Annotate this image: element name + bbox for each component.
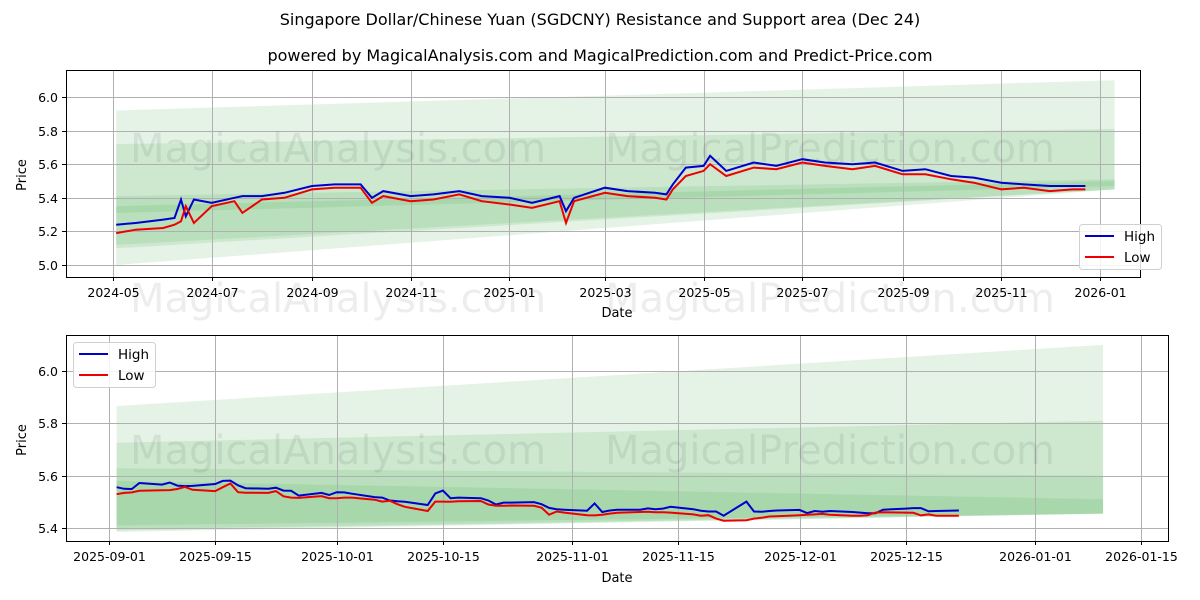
bottom-high-line — [116, 479, 959, 517]
bottom-y-axis-label: Price — [15, 424, 30, 456]
y-tick-label: 5.4 — [38, 521, 58, 536]
chart-title: Singapore Dollar/Chinese Yuan (SGDCNY) R… — [279, 10, 921, 29]
top-axes-frame — [66, 70, 1141, 278]
top-legend: High Low — [1079, 224, 1162, 270]
legend-low-label: Low — [1124, 250, 1151, 266]
y-tick-label: 5.4 — [38, 191, 58, 206]
x-tick-label: 2025-12-01 — [764, 549, 837, 564]
bottom-watermarks: MagicalAnalysis.com MagicalPrediction.co… — [130, 428, 1055, 474]
bottom-x-axis-label: Date — [601, 571, 632, 586]
top-x-axis-label: Date — [601, 306, 632, 321]
legend-high-label: High — [1124, 229, 1155, 245]
x-tick-label: 2025-09-01 — [73, 549, 146, 564]
x-tick-label: 2025-11 — [975, 285, 1027, 300]
watermark-prediction-2: MagicalPrediction.com — [605, 276, 1055, 322]
x-tick-label: 2025-03 — [579, 285, 631, 300]
x-tick-label: 2026-01-01 — [999, 549, 1072, 564]
watermark-analysis-3: MagicalAnalysis.com — [130, 428, 546, 474]
legend-high-label-2: High — [118, 347, 149, 363]
top-grid — [66, 70, 1140, 277]
forecast-band-core — [116, 480, 1104, 526]
y-tick-label: 5.6 — [38, 469, 58, 484]
watermark-analysis: MagicalAnalysis.com — [130, 126, 546, 172]
x-tick-label: 2025-07 — [776, 285, 828, 300]
watermark-prediction-3: MagicalPrediction.com — [605, 428, 1055, 474]
bottom-axes-frame — [66, 335, 1169, 542]
y-tick-label: 5.8 — [38, 416, 58, 431]
watermark-analysis-2: MagicalAnalysis.com — [130, 276, 546, 322]
x-tick-label: 2025-05 — [678, 285, 730, 300]
legend-low-label-2: Low — [118, 368, 145, 384]
forecast-band-outer — [116, 80, 1115, 265]
bottom-legend: High Low — [73, 342, 156, 388]
top-low-line — [116, 161, 1086, 235]
x-tick-label: 2025-09 — [877, 285, 929, 300]
x-tick-label: 2025-12-15 — [870, 549, 943, 564]
top-watermarks: MagicalAnalysis.com MagicalPrediction.co… — [130, 126, 1055, 322]
top-chart: MagicalAnalysis.com MagicalPrediction.co… — [15, 70, 1162, 322]
x-tick-label: 2025-09-15 — [179, 549, 252, 564]
forecast-band-middle — [116, 420, 1104, 531]
bottom-x-axis: 2025-09-01 2025-09-15 2025-10-01 2025-10-15… — [73, 541, 1178, 564]
x-tick-label: 2025-01 — [483, 285, 535, 300]
watermark-prediction: MagicalPrediction.com — [605, 126, 1055, 172]
y-tick-label: 6.0 — [38, 364, 58, 379]
bottom-chart: MagicalAnalysis.com MagicalPrediction.co… — [15, 335, 1178, 586]
y-tick-label: 5.8 — [38, 124, 58, 139]
bottom-y-axis: 5.4 5.6 5.8 6.0 — [38, 364, 66, 536]
forecast-band-core — [116, 181, 1115, 213]
top-forecast-bands — [116, 80, 1115, 265]
x-tick-label: 2024-11 — [385, 285, 437, 300]
x-tick-label: 2025-10-15 — [407, 549, 480, 564]
x-tick-label: 2025-10-01 — [301, 549, 374, 564]
y-tick-label: 5.0 — [38, 258, 58, 273]
chart-subtitle: powered by MagicalAnalysis.com and Magic… — [267, 46, 933, 65]
forecast-band-inner — [116, 468, 1104, 530]
bottom-forecast-bands — [116, 344, 1104, 532]
bottom-low-line — [116, 482, 959, 522]
x-tick-label: 2026-01-15 — [1105, 549, 1178, 564]
top-y-axis-label: Price — [15, 159, 30, 191]
x-tick-label: 2025-11-01 — [536, 549, 609, 564]
forecast-band-outer — [116, 344, 1104, 532]
x-tick-label: 2024-07 — [186, 285, 238, 300]
top-x-axis: 2024-05 2024-07 2024-09 2024-11 2025-01 2025-… — [87, 277, 1127, 300]
y-tick-label: 6.0 — [38, 90, 58, 105]
y-tick-label: 5.6 — [38, 157, 58, 172]
x-tick-label: 2024-09 — [286, 285, 338, 300]
x-tick-label: 2025-11-15 — [642, 549, 715, 564]
x-tick-label: 2026-01 — [1074, 285, 1126, 300]
top-y-axis: 5.0 5.2 5.4 5.6 5.8 6.0 — [38, 90, 66, 273]
top-high-line — [116, 154, 1086, 226]
x-tick-label: 2024-05 — [87, 285, 139, 300]
y-tick-label: 5.2 — [38, 224, 58, 239]
